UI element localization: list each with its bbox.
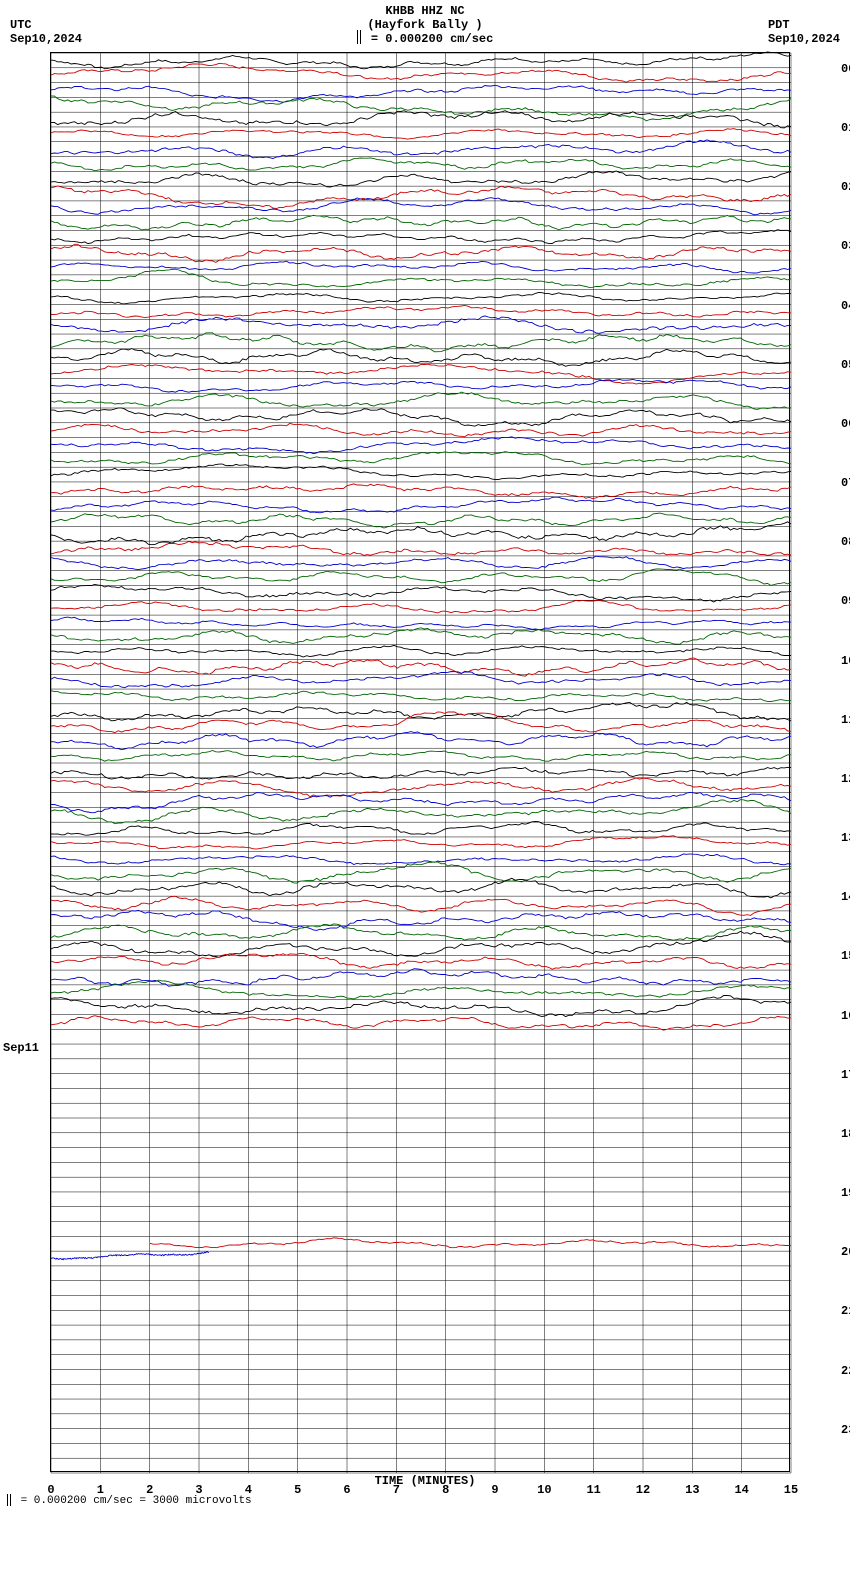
- svg-text:7: 7: [393, 1483, 400, 1497]
- date-left: Sep10,2024: [10, 32, 82, 46]
- pdt-hour-label: 14:15: [841, 890, 850, 904]
- svg-text:15: 15: [784, 1483, 798, 1497]
- pdt-hour-label: 11:15: [841, 713, 850, 727]
- svg-text:11: 11: [586, 1483, 600, 1497]
- midnight-date-label: Sep11: [3, 1041, 39, 1055]
- scale-line: = 0.000200 cm/sec: [357, 32, 494, 46]
- pdt-hour-label: 18:15: [841, 1127, 850, 1141]
- pdt-hour-label: 10:15: [841, 654, 850, 668]
- pdt-hour-label: 09:15: [841, 594, 850, 608]
- pdt-hour-label: 00:15: [841, 62, 850, 76]
- header-right: PDT Sep10,2024: [768, 18, 840, 46]
- x-axis-label: TIME (MINUTES): [0, 1474, 850, 1488]
- svg-text:0: 0: [47, 1483, 54, 1497]
- pdt-hour-label: 05:15: [841, 358, 850, 372]
- svg-text:6: 6: [343, 1483, 350, 1497]
- pdt-hour-label: 23:15: [841, 1423, 850, 1437]
- svg-text:14: 14: [734, 1483, 748, 1497]
- tz-left: UTC: [10, 18, 82, 32]
- svg-text:5: 5: [294, 1483, 301, 1497]
- header-center: (Hayfork Bally ) = 0.000200 cm/sec: [357, 18, 494, 52]
- svg-text:9: 9: [491, 1483, 498, 1497]
- pdt-hour-label: 01:15: [841, 121, 850, 135]
- station-title: KHBB HHZ NC: [0, 4, 850, 18]
- pdt-hour-label: 22:15: [841, 1364, 850, 1378]
- svg-text:4: 4: [245, 1483, 252, 1497]
- pdt-hour-label: 16:15: [841, 1009, 850, 1023]
- scale-bar-icon: [357, 30, 361, 44]
- svg-text:12: 12: [636, 1483, 650, 1497]
- helicorder-svg: 0123456789101112131415: [51, 53, 791, 1473]
- scale-text: = 0.000200 cm/sec: [371, 32, 493, 46]
- svg-text:10: 10: [537, 1483, 551, 1497]
- pdt-hour-label: 15:15: [841, 949, 850, 963]
- header-row: UTC Sep10,2024 (Hayfork Bally ) = 0.0002…: [0, 18, 850, 52]
- pdt-hour-label: 19:15: [841, 1186, 850, 1200]
- svg-text:3: 3: [195, 1483, 202, 1497]
- date-right: Sep10,2024: [768, 32, 840, 46]
- header-left: UTC Sep10,2024: [10, 18, 82, 46]
- pdt-hour-label: 06:15: [841, 417, 850, 431]
- pdt-hour-label: 03:15: [841, 239, 850, 253]
- pdt-hour-label: 07:15: [841, 476, 850, 490]
- pdt-hour-label: 12:15: [841, 772, 850, 786]
- tz-right: PDT: [768, 18, 840, 32]
- footer-scale-icon: [7, 1494, 11, 1506]
- pdt-hour-label: 08:15: [841, 535, 850, 549]
- helicorder-container: { "header": { "station_line": "KHBB HHZ …: [0, 0, 850, 1513]
- svg-text:2: 2: [146, 1483, 153, 1497]
- location-title: (Hayfork Bally ): [357, 18, 494, 32]
- pdt-hour-label: 02:15: [841, 180, 850, 194]
- svg-text:13: 13: [685, 1483, 699, 1497]
- plot-area: 0123456789101112131415 07:0008:0009:0010…: [50, 52, 790, 1472]
- pdt-hour-label: 13:15: [841, 831, 850, 845]
- footer-text: = 0.000200 cm/sec = 3000 microvolts: [21, 1495, 252, 1507]
- pdt-hour-label: 04:15: [841, 299, 850, 313]
- pdt-hour-label: 20:15: [841, 1245, 850, 1259]
- svg-text:8: 8: [442, 1483, 449, 1497]
- pdt-hour-label: 17:15: [841, 1068, 850, 1082]
- pdt-hour-label: 21:15: [841, 1304, 850, 1318]
- svg-text:1: 1: [97, 1483, 104, 1497]
- header: KHBB HHZ NC: [0, 0, 850, 18]
- footer: = 0.000200 cm/sec = 3000 microvolts: [0, 1488, 850, 1513]
